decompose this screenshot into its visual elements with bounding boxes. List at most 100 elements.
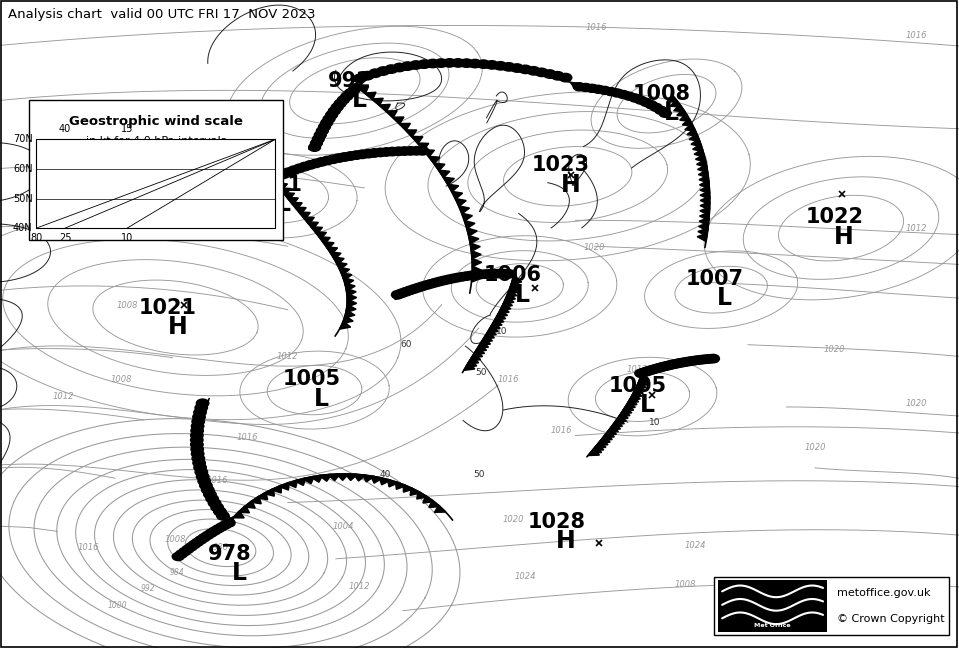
Circle shape (544, 70, 556, 78)
Polygon shape (472, 273, 481, 282)
Polygon shape (680, 114, 690, 122)
Circle shape (354, 75, 366, 83)
Circle shape (198, 477, 210, 485)
Text: 984: 984 (170, 568, 184, 577)
Polygon shape (188, 538, 199, 546)
Circle shape (348, 86, 361, 93)
Polygon shape (386, 111, 397, 118)
Polygon shape (696, 159, 707, 168)
Polygon shape (185, 540, 197, 548)
Polygon shape (464, 220, 475, 229)
Circle shape (535, 68, 548, 76)
Circle shape (465, 272, 478, 280)
Circle shape (452, 59, 464, 67)
Circle shape (474, 270, 486, 279)
Circle shape (272, 172, 285, 181)
Text: 1000: 1000 (107, 601, 127, 610)
Polygon shape (201, 529, 213, 537)
Text: 50: 50 (474, 470, 485, 479)
Circle shape (363, 150, 375, 158)
Circle shape (223, 519, 235, 527)
Circle shape (327, 155, 339, 163)
Text: H: H (834, 224, 854, 249)
Circle shape (493, 270, 505, 278)
Polygon shape (172, 550, 183, 557)
Polygon shape (338, 93, 349, 100)
Polygon shape (302, 476, 315, 483)
Circle shape (316, 127, 328, 135)
Circle shape (309, 143, 320, 152)
Circle shape (216, 523, 227, 531)
Circle shape (220, 521, 231, 529)
Polygon shape (615, 415, 626, 422)
Circle shape (386, 65, 398, 73)
Polygon shape (399, 123, 410, 130)
Circle shape (503, 270, 515, 278)
Circle shape (663, 361, 675, 369)
Circle shape (659, 110, 671, 117)
Polygon shape (699, 180, 710, 189)
Circle shape (344, 89, 357, 97)
Bar (718, 580, 827, 632)
Text: 10: 10 (121, 233, 133, 243)
Circle shape (651, 364, 664, 373)
Polygon shape (617, 411, 628, 419)
Polygon shape (609, 422, 620, 430)
Polygon shape (257, 492, 268, 500)
Circle shape (338, 96, 349, 104)
Text: 1008: 1008 (675, 580, 696, 589)
Circle shape (283, 168, 295, 176)
Text: 50N: 50N (12, 194, 33, 204)
Circle shape (350, 151, 363, 159)
Polygon shape (595, 441, 606, 448)
Polygon shape (613, 417, 624, 424)
Circle shape (217, 511, 229, 520)
Circle shape (469, 60, 481, 68)
Polygon shape (624, 401, 636, 409)
Text: Met Office: Met Office (755, 623, 791, 628)
Polygon shape (596, 438, 608, 445)
Polygon shape (278, 482, 290, 490)
Text: 1006: 1006 (484, 266, 542, 285)
Polygon shape (655, 104, 667, 111)
Circle shape (344, 152, 357, 160)
Polygon shape (638, 376, 648, 384)
Polygon shape (491, 319, 503, 327)
Polygon shape (395, 481, 407, 489)
Circle shape (695, 356, 708, 364)
Circle shape (191, 445, 203, 454)
Polygon shape (632, 388, 643, 395)
Polygon shape (502, 299, 512, 308)
Polygon shape (483, 331, 495, 339)
Circle shape (208, 499, 221, 507)
Circle shape (192, 417, 204, 426)
Circle shape (193, 459, 205, 467)
Polygon shape (333, 257, 344, 265)
Polygon shape (616, 89, 628, 97)
Circle shape (618, 91, 629, 98)
Circle shape (369, 69, 382, 77)
Text: 50: 50 (476, 368, 487, 377)
Circle shape (402, 62, 414, 71)
Polygon shape (208, 525, 220, 533)
Circle shape (418, 60, 431, 68)
Circle shape (655, 106, 667, 114)
Polygon shape (699, 212, 710, 220)
Circle shape (586, 84, 597, 93)
Polygon shape (364, 92, 376, 100)
Circle shape (692, 356, 705, 364)
Circle shape (191, 426, 203, 435)
Text: © Crown Copyright: © Crown Copyright (837, 614, 945, 624)
Polygon shape (341, 272, 352, 281)
Text: 1005: 1005 (609, 376, 667, 395)
Polygon shape (438, 170, 450, 178)
Circle shape (579, 84, 592, 91)
Polygon shape (511, 277, 522, 285)
Circle shape (640, 98, 652, 106)
Polygon shape (691, 139, 702, 147)
Circle shape (598, 86, 611, 95)
Polygon shape (411, 136, 423, 144)
Polygon shape (319, 237, 330, 244)
Text: 1021: 1021 (139, 298, 197, 318)
Circle shape (182, 546, 194, 553)
